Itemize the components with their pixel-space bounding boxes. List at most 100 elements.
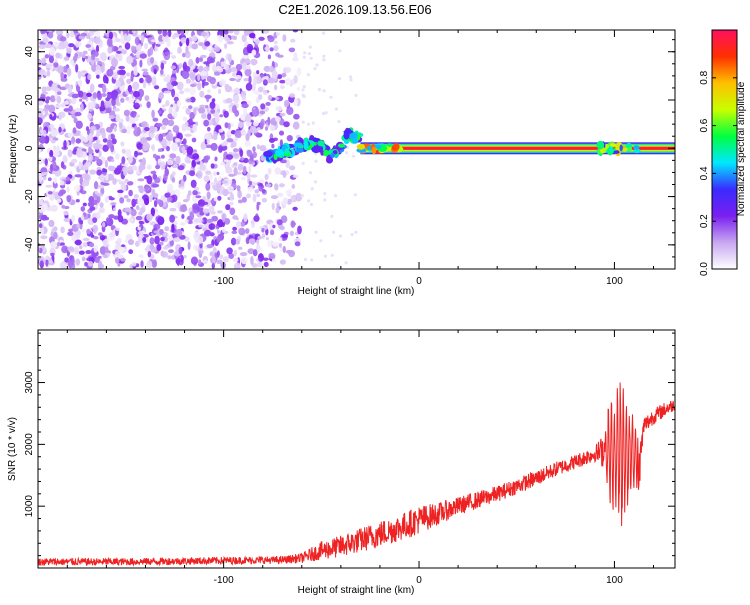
heatmap-cell <box>162 30 167 37</box>
heatmap-cell <box>245 114 252 123</box>
heatmap-cell <box>118 53 123 62</box>
heatmap-cell <box>238 199 243 204</box>
heatmap-cell <box>204 105 209 109</box>
heatmap-cell <box>262 89 268 96</box>
heatmap-cell <box>265 101 271 106</box>
heatmap-cell <box>231 230 238 234</box>
heatmap-cell <box>155 123 163 127</box>
heatmap-cell <box>189 211 195 221</box>
heatmap-cell <box>220 61 224 68</box>
heatmap-cell <box>48 30 53 33</box>
heatmap-cell <box>322 58 326 62</box>
heatmap-cell <box>104 173 109 181</box>
heatmap-cell <box>234 87 240 95</box>
heatmap-cell <box>137 226 141 231</box>
heatmap-cell <box>78 161 82 170</box>
heatmap-cell <box>146 101 151 109</box>
heatmap-cell <box>317 140 325 147</box>
heatmap-cell <box>135 50 141 59</box>
heatmap-cell <box>79 98 83 102</box>
heatmap-cell <box>253 215 260 222</box>
heatmap-cell <box>213 131 218 138</box>
heatmap-cell <box>323 192 327 196</box>
heatmap-cell <box>232 153 239 158</box>
heatmap-cell <box>334 194 338 198</box>
heatmap-cell <box>67 86 72 94</box>
heatmap-cell <box>297 225 302 235</box>
heatmap-cell <box>177 46 182 54</box>
heatmap-cell <box>116 50 122 54</box>
heatmap-cell <box>74 234 81 240</box>
heatmap-cell <box>160 161 166 170</box>
heatmap-cell <box>171 55 177 59</box>
heatmap-cell <box>220 133 225 141</box>
heatmap-cell <box>236 221 241 229</box>
heatmap-cell <box>613 150 620 154</box>
heatmap-cell <box>237 163 244 171</box>
heatmap-cell <box>225 166 233 174</box>
heatmap-cell <box>97 184 105 189</box>
heatmap-cell <box>169 214 176 223</box>
heatmap-cell <box>155 164 161 170</box>
heatmap-cell <box>222 256 229 263</box>
heatmap-cell <box>275 116 281 123</box>
heatmap-axes: -100 0 100 -40 -20 0 20 40 <box>24 30 675 287</box>
heatmap-cell <box>38 174 43 183</box>
heatmap-cell <box>44 54 50 59</box>
heatmap-cell <box>267 35 275 43</box>
heatmap-cell <box>171 223 175 233</box>
snr-frame <box>37 329 676 569</box>
heatmap-cell <box>155 43 161 47</box>
heatmap-cell <box>293 52 298 59</box>
heatmap-cell <box>182 70 190 79</box>
heatmap-cell <box>52 161 57 169</box>
heatmap-cell <box>208 205 215 214</box>
heatmap-cell <box>281 72 287 78</box>
heatmap-y-tick-label: -20 <box>24 189 35 204</box>
heatmap-cell <box>199 75 207 80</box>
heatmap-cell <box>172 125 180 133</box>
heatmap-cell <box>113 125 117 132</box>
heatmap-cell <box>189 112 195 120</box>
heatmap-cell <box>127 155 133 164</box>
heatmap-cell <box>239 149 244 158</box>
heatmap-cell <box>38 69 46 76</box>
heatmap-cell <box>337 143 345 148</box>
heatmap-cell <box>106 235 112 242</box>
heatmap-cell <box>96 212 101 220</box>
heatmap-cell <box>179 222 186 226</box>
heatmap-cell <box>63 210 69 216</box>
heatmap-cell <box>81 227 86 233</box>
heatmap-cell <box>256 193 261 197</box>
heatmap-cell <box>138 254 144 259</box>
heatmap-cell <box>273 45 279 52</box>
heatmap-cell <box>107 139 113 148</box>
heatmap-cell <box>135 215 143 221</box>
heatmap-cell <box>226 185 234 193</box>
heatmap-cell <box>190 96 196 103</box>
heatmap-cell <box>105 76 109 84</box>
heatmap-cell <box>338 77 342 81</box>
heatmap-cell <box>257 261 263 268</box>
heatmap-cell <box>262 30 270 34</box>
heatmap-cell <box>40 235 48 240</box>
heatmap-cell <box>99 174 105 182</box>
heatmap-cell <box>296 87 300 91</box>
heatmap-cell <box>157 216 165 226</box>
heatmap-cell <box>245 82 253 91</box>
heatmap-cell <box>102 168 108 174</box>
heatmap-cell <box>82 50 88 55</box>
heatmap-cell <box>200 31 207 37</box>
heatmap-cell <box>619 144 623 152</box>
heatmap-cell <box>160 154 165 159</box>
heatmap-cell <box>223 218 231 225</box>
heatmap-cell <box>254 189 260 194</box>
heatmap-cell <box>222 188 229 197</box>
heatmap-cell <box>167 119 175 127</box>
heatmap-cell <box>216 259 223 264</box>
heatmap-cell <box>184 156 191 164</box>
heatmap-cell <box>84 261 88 267</box>
heatmap-x-tick-label: -100 <box>214 276 234 287</box>
heatmap-cell <box>232 94 240 104</box>
heatmap-cell <box>263 150 273 158</box>
